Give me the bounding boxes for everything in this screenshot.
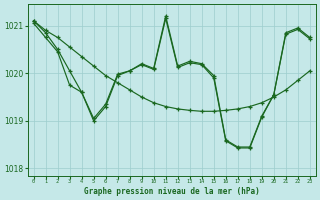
X-axis label: Graphe pression niveau de la mer (hPa): Graphe pression niveau de la mer (hPa) [84,187,260,196]
